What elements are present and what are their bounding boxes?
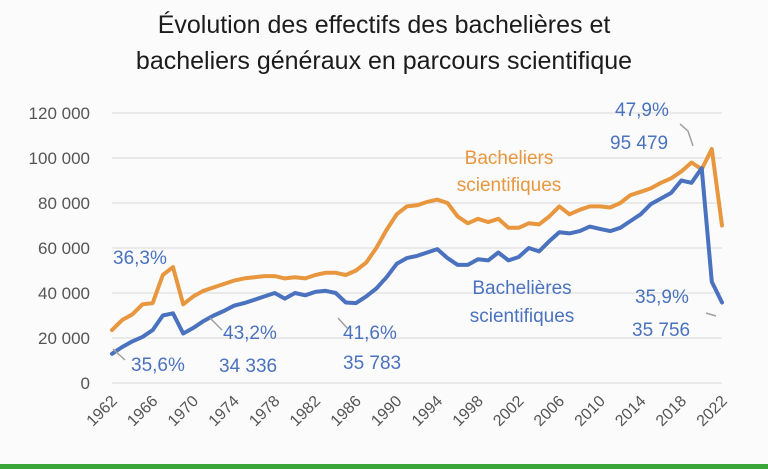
x-tick-label: 2002 [490, 393, 527, 430]
y-tick-label: 80 000 [38, 194, 90, 213]
y-tick-label: 40 000 [38, 284, 90, 303]
series-line-bachelieres [110, 166, 724, 356]
annotation-value-1974: 34 336 [219, 356, 277, 377]
x-tick-label: 1974 [206, 393, 243, 430]
x-tick-label: 2006 [531, 393, 568, 430]
x-tick-label: 2014 [612, 393, 649, 430]
annotation-pct-1985: 41,6% [343, 323, 397, 344]
annotation-value-1985: 35 783 [343, 353, 401, 374]
annotation-pct-2020: 47,9% [615, 100, 669, 121]
x-tick-label: 1998 [450, 393, 487, 430]
annotation-leader-line [679, 123, 694, 147]
annotation-pct-1962: 35,6% [131, 355, 185, 376]
annotation-leader-line [705, 312, 717, 317]
annotation-pct-1963: 36,3% [113, 248, 167, 269]
y-tick-label: 60 000 [38, 239, 90, 258]
series-label-bacheliers: scientifiques [457, 175, 562, 196]
annotation-leader-line [112, 348, 126, 361]
y-tick-label: 120 000 [29, 104, 90, 123]
x-tick-label: 1982 [287, 393, 324, 430]
x-tick-label: 2010 [572, 393, 609, 430]
y-tick-label: 100 000 [29, 149, 90, 168]
annotation-pct-2022: 35,9% [635, 287, 689, 308]
y-tick-label: 0 [81, 374, 90, 393]
series-label-bachelieres: scientifiques [470, 306, 575, 327]
chart-title-line-1: Évolution des effectifs des bachelières … [157, 11, 611, 39]
series-label-bachelieres: Bachelières [472, 278, 571, 299]
series-label-bacheliers: Bacheliers [465, 148, 554, 169]
x-tick-label: 1990 [368, 393, 405, 430]
annotation-value-2022: 35 756 [632, 320, 690, 341]
y-tick-label: 20 000 [38, 329, 90, 348]
annotation-leader-line [337, 317, 349, 330]
x-tick-label: 2022 [694, 393, 731, 430]
annotation-value-2020: 95 479 [610, 133, 668, 154]
annotation-leader-line [209, 317, 223, 331]
bottom-accent-bar [0, 464, 768, 469]
x-tick-label: 1970 [165, 393, 202, 430]
x-tick-label: 1986 [328, 393, 365, 430]
x-tick-label: 1966 [124, 393, 161, 430]
x-tick-label: 1994 [409, 393, 446, 430]
series-line-bacheliers [110, 147, 724, 333]
x-tick-label: 1962 [84, 393, 121, 430]
chart-title-line-2: bacheliers généraux en parcours scientif… [135, 47, 633, 75]
x-tick-label: 2018 [653, 393, 690, 430]
annotation-pct-1974: 43,2% [223, 323, 277, 344]
x-tick-label: 1978 [246, 393, 283, 430]
